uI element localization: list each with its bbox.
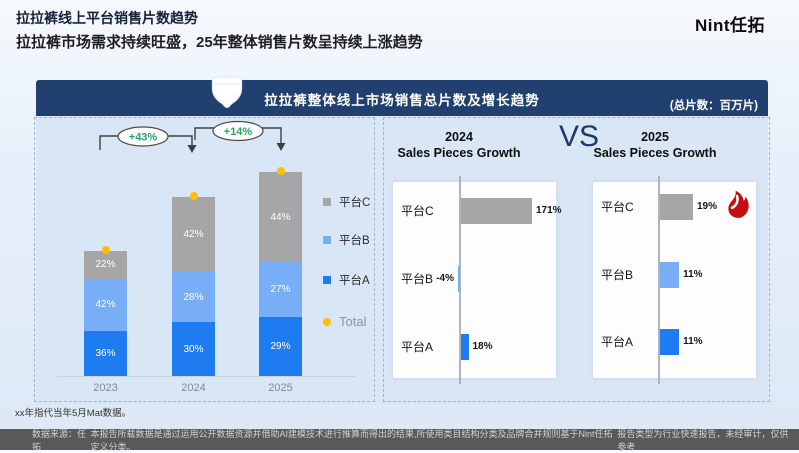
bar-segment-平台A: 30%	[172, 322, 215, 376]
bar-segment-平台B: 27%	[259, 261, 302, 317]
fire-icon	[728, 190, 749, 218]
y-axis-line	[658, 176, 660, 384]
row-label-平台B: 平台B	[601, 268, 634, 282]
comparison-panel: 2024 Sales Pieces Growth VS 2025 Sales P…	[383, 117, 770, 402]
growth-label-2024: +43%	[129, 132, 158, 144]
y-axis-line	[459, 176, 461, 384]
value-label-平台A: 18%	[472, 341, 493, 352]
bar-segment-平台A: 29%	[259, 316, 302, 376]
hbar-chart-2024: 平台C 171% 平台B -4% 平台A 18%	[393, 176, 562, 384]
footer-bar: 数据来源：任拓 本报告所载数据是通过运用公开数据资源并借助AI建模技术进行推算而…	[0, 428, 799, 452]
row-label-平台C: 平台C	[401, 204, 434, 218]
bar-平台A	[461, 334, 469, 360]
row-label-平台A: 平台A	[601, 335, 634, 349]
segment-value-label: 44%	[270, 211, 291, 223]
diaper-icon	[211, 76, 243, 109]
legend-item-平台A: 平台A	[323, 272, 370, 288]
bar-segment-平台C: 42%	[172, 197, 215, 273]
legend-label: 平台C	[339, 197, 371, 209]
legend-marker	[323, 236, 331, 244]
legend-marker	[323, 317, 331, 326]
legend-label: Total	[339, 314, 367, 329]
total-marker	[276, 167, 285, 176]
chart-2025-year: 2025	[641, 130, 669, 144]
stacked-chart-panel: +43% +14% 36% 42% 22% 2023 30% 28% 42% 2024 29% 2…	[34, 117, 375, 402]
value-label-平台A: 11%	[683, 336, 703, 347]
page-title: 拉拉裤线上平台销售片数趋势	[16, 10, 198, 26]
legend-item-Total: Total	[323, 314, 366, 329]
unit-note: (总片数：百万片)	[669, 100, 758, 112]
chart-2024-subtitle: Sales Pieces Growth	[397, 146, 521, 160]
value-label-平台C: 171%	[536, 205, 562, 216]
legend-item-平台C: 平台C	[323, 194, 370, 210]
row-label-平台A: 平台A	[401, 340, 434, 354]
segment-value-label: 28%	[183, 291, 204, 303]
bar-平台B	[660, 262, 680, 288]
bar-segment-平台B: 42%	[84, 278, 127, 331]
chart-2025-subtitle: Sales Pieces Growth	[593, 146, 717, 160]
total-marker	[101, 246, 110, 254]
segment-value-label: 22%	[95, 259, 116, 271]
footnote: xx年指代当年5月Mat数据。	[15, 408, 132, 419]
page-subtitle: 拉拉裤市场需求持续旺盛，25年整体销售片数呈持续上涨趋势	[16, 34, 423, 51]
segment-value-label: 27%	[270, 283, 291, 295]
x-axis-line	[57, 376, 355, 377]
growth-annotation: +43% +14%	[99, 120, 286, 153]
brand-logo: Nint任拓	[694, 16, 765, 35]
growth-label-2025: +14%	[224, 126, 253, 138]
segment-value-label: 29%	[270, 340, 291, 352]
chart-2024-header: 2024 Sales Pieces Growth	[384, 130, 534, 160]
bar-平台A	[660, 329, 680, 355]
segment-value-label: 42%	[183, 229, 204, 241]
segment-value-label: 30%	[183, 343, 204, 355]
row-label-平台B: 平台B	[401, 272, 434, 286]
disclaimer: 本报告所载数据是通过运用公开数据资源并借助AI建模技术进行推算而得出的结果,所使…	[90, 428, 613, 452]
legend-item-平台B: 平台B	[323, 232, 370, 248]
hbar-chart-2025: 平台C 19% 平台B 11% 平台A 11%	[593, 176, 756, 384]
stacked-bar-chart: +43% +14% 36% 42% 22% 2023 30% 28% 42% 2024 29% 2…	[35, 118, 374, 401]
bar-segment-平台C: 22%	[84, 251, 127, 279]
bar-segment-平台B: 28%	[172, 272, 215, 323]
legend-marker	[323, 198, 331, 206]
value-label-平台C: 19%	[697, 201, 718, 212]
bar-平台C	[461, 198, 532, 224]
row-label-平台C: 平台C	[601, 200, 634, 214]
value-label-平台B: -4%	[436, 273, 454, 284]
x-axis-label: 2025	[268, 382, 293, 394]
legend-label: 平台B	[339, 235, 370, 247]
legend-marker	[323, 276, 331, 284]
bar-平台C	[660, 194, 693, 220]
bar-segment-平台A: 36%	[84, 331, 127, 376]
section-banner: 拉拉裤整体线上市场销售总片数及增长趋势 (总片数：百万片)	[36, 76, 768, 116]
report-type-note: 报告类型为行业快速报告，未经审计，仅供参考	[617, 428, 789, 452]
bar-segment-平台C: 44%	[259, 172, 302, 262]
bar-平台B	[458, 266, 460, 292]
banner-title: 拉拉裤整体线上市场销售总片数及增长趋势	[264, 93, 540, 108]
report-panel: 拉拉裤整体线上市场销售总片数及增长趋势 (总片数：百万片) +43% +14% …	[34, 76, 770, 405]
segment-value-label: 42%	[95, 299, 116, 311]
value-label-平台B: 11%	[683, 269, 703, 280]
x-axis-label: 2024	[181, 382, 206, 394]
x-axis-label: 2023	[93, 382, 118, 394]
data-source: 数据来源：任拓	[32, 428, 87, 452]
total-marker	[189, 192, 198, 201]
chart-2025-header: 2025 Sales Pieces Growth	[584, 130, 726, 160]
charts-area: +43% +14% 36% 42% 22% 2023 30% 28% 42% 2024 29% 2…	[34, 116, 770, 405]
legend-label: 平台A	[339, 275, 370, 287]
segment-value-label: 36%	[95, 348, 116, 359]
chart-2024-year: 2024	[445, 130, 473, 144]
vs-label: VS	[558, 120, 600, 153]
